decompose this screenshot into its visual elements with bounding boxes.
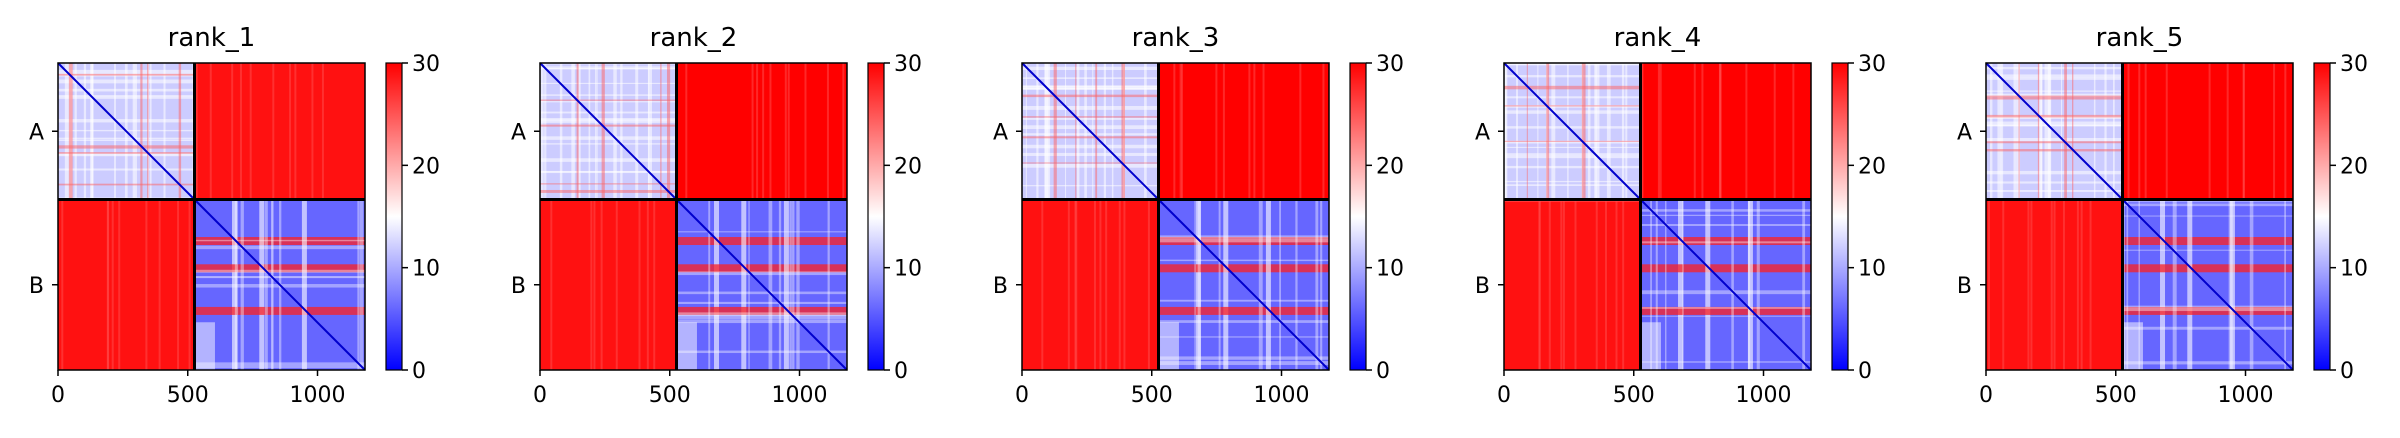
colorbar-tick-label: 20 (412, 154, 440, 179)
heatmap-block-B-A (58, 199, 195, 370)
panel-title: rank_1 (168, 23, 256, 53)
panel-title: rank_4 (1614, 23, 1702, 53)
colorbar (385, 62, 403, 371)
colorbar-tick-label: 30 (894, 52, 922, 77)
y-tick-label: A (1475, 120, 1490, 145)
diagonal-B (1157, 198, 1330, 371)
x-tick-label: 500 (2095, 383, 2137, 408)
colorbar-tick-label: 0 (412, 359, 426, 384)
y-tick-label: A (511, 120, 526, 145)
colorbar-tick-label: 20 (2340, 154, 2368, 179)
plot-frame (1021, 62, 1330, 371)
y-tick-label: B (29, 274, 44, 299)
colorbar (867, 62, 885, 371)
x-tick-label: 0 (1979, 383, 1993, 408)
x-tick-label: 0 (533, 383, 547, 408)
colorbar-tick-label: 10 (1376, 257, 1404, 282)
diagonal-A (1021, 62, 1160, 201)
colorbar-tick-label: 0 (1376, 359, 1390, 384)
plot-frame (57, 62, 366, 371)
x-tick-label: 0 (51, 383, 65, 408)
colorbar-tick-label: 10 (412, 257, 440, 282)
colorbar-tick-label: 30 (1858, 52, 1886, 77)
diagonal-B (675, 198, 848, 371)
y-tick-label: B (1957, 274, 1972, 299)
colorbar (1831, 62, 1849, 371)
colorbar (2313, 62, 2331, 371)
colorbar-tick-label: 10 (1858, 257, 1886, 282)
diagonal-A (1985, 62, 2124, 201)
panel-4: rank_4 0 500 1000 A B 0 10 20 30 (1475, 23, 1886, 408)
y-tick-label: A (993, 120, 1008, 145)
colorbar-tick-label: 10 (2340, 257, 2368, 282)
heatmap-texture (1022, 63, 1329, 370)
heatmap (57, 62, 366, 371)
heatmap-block-B-A (1022, 199, 1159, 370)
x-tick-label: 500 (1613, 383, 1655, 408)
x-tick-label: 500 (1131, 383, 1173, 408)
colorbar-tick-label: 20 (1858, 154, 1886, 179)
colorbar-tick-label: 20 (894, 154, 922, 179)
diagonal-B (193, 198, 366, 371)
heatmap (1021, 62, 1330, 371)
x-tick-label: 1000 (290, 383, 346, 408)
heatmap-block-B-A (540, 199, 677, 370)
diagonal-B (2121, 198, 2294, 371)
colorbar-tick-label: 20 (1376, 154, 1404, 179)
panel-1: rank_1 0 500 1000 A B 0 10 20 30 (29, 23, 440, 408)
heatmap (1985, 62, 2294, 371)
y-tick-label: A (1957, 120, 1972, 145)
plot-frame (1503, 62, 1812, 371)
diagonal-A (539, 62, 678, 201)
diagonal-B (1639, 198, 1812, 371)
y-tick-label: A (29, 120, 44, 145)
x-tick-label: 1000 (1736, 383, 1792, 408)
plot-frame (539, 62, 848, 371)
heatmap-block-B-A (1504, 199, 1641, 370)
panel-3: rank_3 0 500 1000 A B 0 10 20 30 (993, 23, 1404, 408)
heatmap-block-A-B (194, 63, 365, 200)
colorbar-tick-label: 30 (1376, 52, 1404, 77)
heatmap-block-A-B (1640, 63, 1811, 200)
heatmap (539, 62, 848, 371)
y-tick-label: B (511, 274, 526, 299)
heatmap-texture (1986, 63, 2293, 370)
x-tick-label: 500 (167, 383, 209, 408)
panel-title: rank_5 (2096, 23, 2184, 53)
colorbar (1349, 62, 1367, 371)
heatmap-block-A-B (676, 63, 847, 200)
x-tick-label: 1000 (2218, 383, 2274, 408)
plot-frame (1985, 62, 2294, 371)
x-tick-label: 1000 (772, 383, 828, 408)
panel-5: rank_5 0 500 1000 A B 0 10 20 30 (1957, 23, 2368, 408)
heatmap-block-A-B (2122, 63, 2293, 200)
heatmap-texture (540, 63, 847, 370)
diagonal-A (57, 62, 196, 201)
x-tick-label: 1000 (1254, 383, 1310, 408)
diagonal-A (1503, 62, 1642, 201)
panel-title: rank_2 (650, 23, 738, 53)
colorbar-tick-label: 10 (894, 257, 922, 282)
colorbar-tick-label: 30 (2340, 52, 2368, 77)
heatmap-block-A-B (1158, 63, 1329, 200)
x-tick-label: 500 (649, 383, 691, 408)
x-tick-label: 0 (1015, 383, 1029, 408)
x-tick-label: 0 (1497, 383, 1511, 408)
colorbar-tick-label: 0 (2340, 359, 2354, 384)
colorbar-tick-label: 30 (412, 52, 440, 77)
colorbar-tick-label: 0 (1858, 359, 1872, 384)
panel-title: rank_3 (1132, 23, 1220, 53)
heatmap (1503, 62, 1812, 371)
y-tick-label: B (993, 274, 1008, 299)
colorbar-tick-label: 0 (894, 359, 908, 384)
panel-2: rank_2 0 500 1000 A B 0 10 20 30 (511, 23, 922, 408)
y-tick-label: B (1475, 274, 1490, 299)
